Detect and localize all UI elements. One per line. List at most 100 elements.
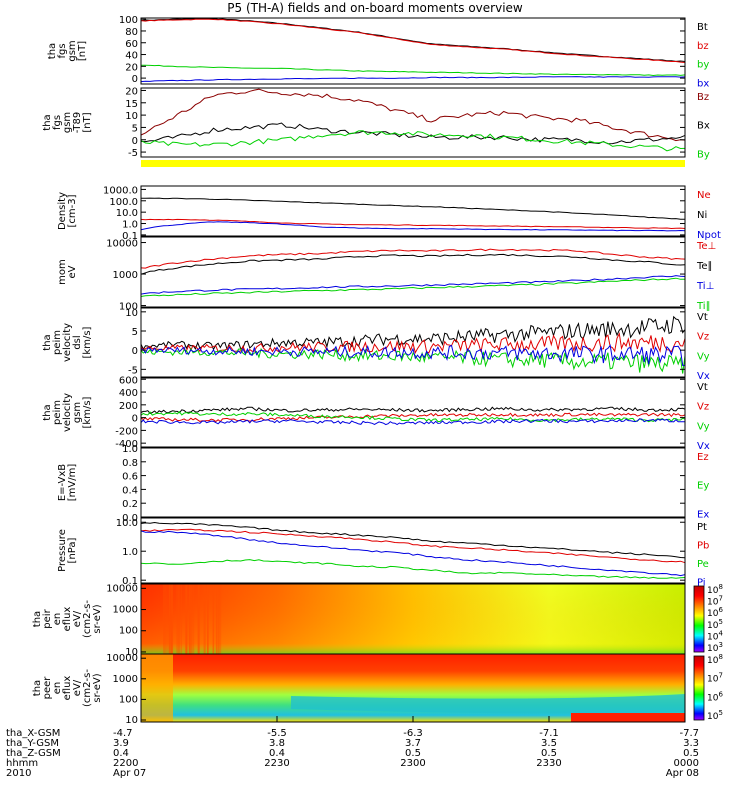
y-axis-label: -T89: [72, 112, 83, 134]
spectrogram-ion-texture: [189, 584, 191, 654]
x-tick-label: 0.5: [405, 748, 421, 759]
y-axis-label: gsm: [72, 402, 83, 423]
series-line-Pb: [140, 528, 686, 564]
y-tick-label: 10: [125, 308, 138, 319]
y-tick-label: 1000.0: [103, 185, 138, 196]
y-axis-label: [km/s]: [82, 326, 93, 358]
colorbar: [693, 655, 705, 721]
spectrogram-ion-texture: [188, 584, 191, 654]
series-line-bz: [140, 18, 686, 63]
spectrogram-ion-texture: [166, 584, 168, 654]
y-tick-label: 10: [125, 647, 138, 658]
legend-label-Bz: Bz: [697, 92, 709, 103]
spectrogram-ion-texture: [190, 584, 192, 654]
y-axis-label: tha: [32, 680, 43, 696]
y-tick-label: 10: [125, 715, 138, 726]
legend-label-Vt: Vt: [697, 382, 708, 393]
spectrogram-ion-texture: [180, 584, 183, 654]
y-tick-label: 20: [125, 86, 138, 97]
y-tick-label: -400: [115, 439, 138, 450]
x-tick-label: 2230: [264, 758, 289, 769]
y-tick-label: 0.6: [122, 472, 138, 483]
y-axis-label: tha: [47, 43, 58, 59]
spectrogram-ion-texture: [171, 584, 173, 654]
y-axis-label: peir: [42, 608, 53, 628]
colorbar-tick-label: 106: [707, 690, 723, 703]
spectrogram-ion-texture: [171, 584, 174, 654]
series-line-Ni: [140, 197, 685, 220]
y-axis-label: peim: [52, 400, 63, 425]
spectrogram-ion-texture: [170, 584, 172, 654]
legend-label-Vx: Vx: [697, 441, 710, 452]
y-axis-label: [nT]: [77, 41, 88, 61]
y-tick-label: -5: [128, 148, 138, 159]
spectrogram-ion-texture: [192, 584, 195, 654]
x-tick-label: Apr 07: [113, 768, 146, 779]
y-axis-label: sr-eV): [92, 604, 103, 633]
x-axis-row-label: hhmm: [6, 758, 38, 769]
spectrogram-ion-texture: [188, 584, 191, 654]
x-axis-row-label: tha_Y-GSM: [6, 738, 59, 749]
y-axis-label: [km/s]: [82, 396, 93, 428]
spectrogram-ion-texture: [186, 584, 188, 654]
spectrogram-ion-texture: [212, 584, 215, 654]
y-tick-label: 0.1: [122, 231, 138, 242]
spectrogram-ion-texture: [206, 584, 209, 654]
colorbar-tick-label: 103: [707, 641, 723, 654]
legend-label-By: By: [697, 149, 710, 160]
y-axis-label: [nT]: [82, 112, 93, 132]
legend-label-Vy: Vy: [697, 351, 710, 362]
y-axis-label: fgs: [52, 115, 63, 130]
y-axis-label: Pressure: [57, 529, 68, 572]
x-tick-label: 3.3: [683, 738, 699, 749]
y-axis-label: velocity: [62, 323, 73, 362]
legend-label-Ti⊥: Ti⊥: [696, 281, 714, 292]
y-axis-label: dsl: [72, 335, 83, 349]
y-axis-label: eV: [67, 265, 78, 278]
legend-label-Ez: Ez: [697, 452, 709, 463]
y-tick-label: 60: [125, 39, 138, 50]
panel-frame: [140, 236, 686, 308]
series-line-Vy: [140, 411, 686, 423]
legend-label-Bt: Bt: [697, 22, 708, 33]
y-axis-label: E=-VxB: [57, 464, 68, 501]
y-tick-label: 0.2: [122, 499, 138, 510]
y-tick-label: 1.0: [122, 547, 138, 558]
x-tick-label: 3.8: [269, 738, 285, 749]
y-tick-label: 1.0: [122, 220, 138, 231]
y-tick-label: 5: [132, 123, 138, 134]
y-tick-label: 0.4: [122, 485, 138, 496]
y-tick-label: 400: [119, 388, 138, 399]
y-axis-label: eV/: [72, 679, 83, 696]
y-axis-label: peim: [52, 330, 63, 355]
y-axis-label: velocity: [62, 393, 73, 432]
spectrogram-ion-texture: [215, 584, 218, 654]
x-axis-row-label: tha_Z-GSM: [6, 748, 61, 759]
x-tick-label: 0.4: [269, 748, 285, 759]
y-axis-label: tha: [32, 611, 43, 627]
legend-label-Ni: Ni: [697, 210, 707, 221]
legend-label-Vz: Vz: [697, 332, 709, 343]
legend-label-Ne: Ne: [697, 190, 711, 201]
spectrogram-ion-texture: [163, 584, 165, 654]
spectrogram-ion-texture: [177, 584, 180, 654]
series-line-Ti⊥: [140, 275, 686, 295]
y-axis-label: [mV/m]: [67, 464, 78, 502]
legend-label-Vt: Vt: [697, 312, 708, 323]
legend-label-by: by: [697, 60, 709, 71]
spectrogram-ion-texture: [212, 584, 215, 654]
colorbar-tick-label: 107: [707, 595, 723, 608]
series-line-Vx: [140, 418, 686, 426]
legend-label-Pi: Pi: [697, 577, 706, 588]
spectrogram-ion-texture: [178, 584, 181, 654]
y-tick-label: -200: [115, 426, 138, 437]
panel-frame: [140, 87, 686, 158]
y-tick-label: 15: [125, 99, 138, 110]
y-tick-label: 1000: [113, 674, 138, 685]
x-tick-label: 3.9: [113, 738, 129, 749]
spectrogram-ion-texture: [168, 584, 171, 654]
legend-label-Te∥: Te∥: [696, 261, 713, 272]
series-line-Ti∥: [140, 277, 685, 297]
y-tick-label: 40: [125, 51, 138, 62]
